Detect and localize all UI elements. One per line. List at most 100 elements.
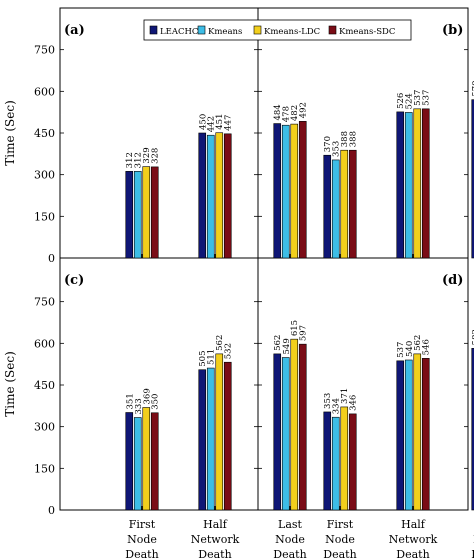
bar — [413, 108, 422, 259]
bar — [223, 361, 232, 511]
bar — [404, 112, 413, 259]
x-category-label: Death — [323, 548, 356, 560]
x-category-label: Network — [191, 533, 240, 546]
bar-value-label: 371 — [340, 388, 350, 404]
bar-value-label: 329 — [142, 147, 152, 163]
bar — [323, 154, 332, 259]
y-tick-label: 0 — [48, 252, 55, 265]
y-axis-label: Time (Sec) — [3, 100, 17, 166]
legend-entry: Kmeans-LDC — [264, 27, 320, 37]
bar-value-label: 451 — [215, 113, 225, 129]
bar — [421, 358, 430, 511]
bar — [340, 406, 349, 511]
bar-value-label: 478 — [282, 106, 292, 122]
legend-box — [143, 19, 412, 41]
bar — [323, 411, 332, 511]
bar — [396, 111, 405, 259]
bar — [348, 413, 357, 511]
x-category-label: Death — [273, 548, 306, 560]
y-tick-label: 750 — [34, 296, 55, 309]
x-category-label: Node — [127, 533, 157, 546]
bar-value-label: 532 — [224, 343, 234, 359]
bar — [206, 367, 215, 511]
bar-value-label: 346 — [349, 395, 359, 411]
bar — [125, 171, 134, 259]
bar-value-label: 447 — [224, 115, 234, 131]
bar — [471, 99, 474, 259]
y-tick-label: 150 — [34, 210, 55, 223]
bar — [281, 124, 290, 259]
y-tick-label: 600 — [34, 337, 55, 350]
bar — [290, 123, 299, 259]
bar — [340, 149, 349, 259]
bar-value-label: 562 — [413, 335, 423, 351]
legend-swatch — [328, 25, 337, 35]
x-category-label: Last — [278, 518, 303, 531]
bar — [198, 369, 207, 511]
bar — [150, 166, 159, 259]
legend-entry: LEACHC — [160, 27, 198, 37]
y-tick-label: 0 — [48, 504, 55, 517]
y-tick-label: 600 — [34, 85, 55, 98]
x-category-label: First — [129, 518, 156, 531]
legend-swatch — [197, 25, 206, 35]
bar-value-label: 369 — [142, 388, 152, 404]
bar-value-label: 597 — [299, 325, 309, 341]
bar — [215, 353, 224, 511]
x-category-label: Death — [198, 548, 231, 560]
bar-value-label: 537 — [422, 90, 432, 106]
bar-value-label: 334 — [332, 398, 342, 414]
bar-value-label: 537 — [413, 90, 423, 106]
panel-label: (a) — [64, 23, 85, 38]
x-category-label: Half — [203, 518, 228, 531]
bar-value-label: 353 — [332, 141, 342, 157]
bar-value-label: 492 — [299, 102, 309, 118]
x-category-label: Node — [325, 533, 355, 546]
legend-swatch — [253, 25, 262, 35]
panel-label: (d) — [442, 273, 463, 288]
bar-value-label: 388 — [349, 131, 359, 147]
x-category-label: Half — [401, 518, 426, 531]
bar — [198, 132, 207, 259]
bar-value-label: 505 — [198, 350, 208, 366]
bar — [150, 412, 159, 511]
x-category-label: First — [327, 518, 354, 531]
bar — [142, 407, 151, 511]
bar-value-label: 351 — [125, 393, 135, 409]
plot-frame — [59, 7, 469, 511]
x-category-label: Death — [471, 548, 474, 560]
bar — [125, 412, 134, 511]
y-tick-label: 450 — [34, 379, 55, 392]
bar-value-label: 537 — [396, 342, 406, 358]
y-tick-label: 300 — [34, 421, 55, 434]
legend-entry: Kmeans-SDC — [339, 27, 395, 37]
bar-value-label: 370 — [323, 136, 333, 152]
bar — [133, 417, 142, 511]
bar-value-label: 524 — [405, 93, 415, 109]
bar — [404, 359, 413, 511]
bar-value-label: 511 — [207, 349, 217, 365]
bar — [298, 343, 307, 511]
legend-entry: Kmeans — [208, 27, 242, 37]
bar-value-label: 450 — [198, 114, 208, 130]
bar-value-label: 333 — [134, 398, 144, 414]
bar-value-label: 312 — [125, 152, 135, 168]
bar-value-label: 562 — [273, 335, 283, 351]
bar-value-label: 570 — [471, 80, 474, 96]
bar-value-label: 312 — [134, 152, 144, 168]
panel-label: (c) — [64, 273, 84, 288]
bar-value-label: 442 — [207, 116, 217, 132]
y-tick-label: 450 — [34, 127, 55, 140]
y-tick-label: 150 — [34, 462, 55, 475]
bar — [290, 338, 299, 511]
bar — [133, 171, 142, 259]
x-category-label: Death — [125, 548, 158, 560]
bar — [421, 108, 430, 259]
bar — [331, 159, 340, 259]
y-tick-label: 750 — [34, 44, 55, 57]
bar — [206, 134, 215, 259]
x-category-label: Network — [389, 533, 438, 546]
bar — [413, 353, 422, 511]
bar-value-label: 482 — [290, 105, 300, 121]
